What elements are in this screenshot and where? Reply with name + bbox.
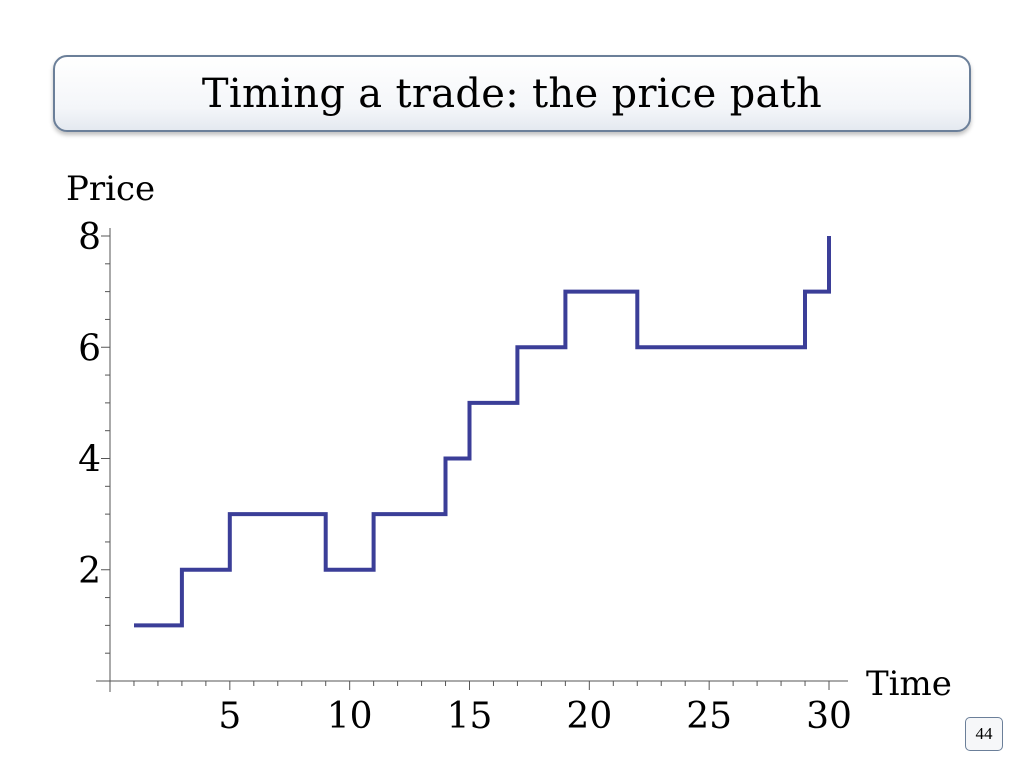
- axes: [96, 228, 848, 692]
- x-tick-label: 5: [218, 696, 241, 737]
- page-number: 44: [965, 717, 1003, 751]
- x-tick-label: 25: [686, 696, 732, 737]
- x-tick-label: 30: [806, 696, 852, 737]
- slide-title-box: Timing a trade: the price path: [53, 55, 971, 132]
- y-tick-label: 8: [78, 217, 101, 258]
- y-tick-label: 4: [78, 440, 101, 481]
- series-line-0: [134, 236, 831, 628]
- y-tick-label: 2: [78, 551, 101, 592]
- ticks: [101, 235, 830, 690]
- tick-labels: 5 10 15 20 25 30 2 4 6 8: [78, 217, 852, 737]
- x-tick-label: 10: [327, 696, 373, 737]
- series: [134, 236, 831, 628]
- x-tick-label: 20: [566, 696, 612, 737]
- slide-title: Timing a trade: the price path: [201, 70, 823, 117]
- y-tick-label: 6: [78, 328, 101, 369]
- y-axis-label: Price: [66, 169, 155, 209]
- x-tick-label: 15: [447, 696, 493, 737]
- x-axis-label: Time: [866, 664, 952, 704]
